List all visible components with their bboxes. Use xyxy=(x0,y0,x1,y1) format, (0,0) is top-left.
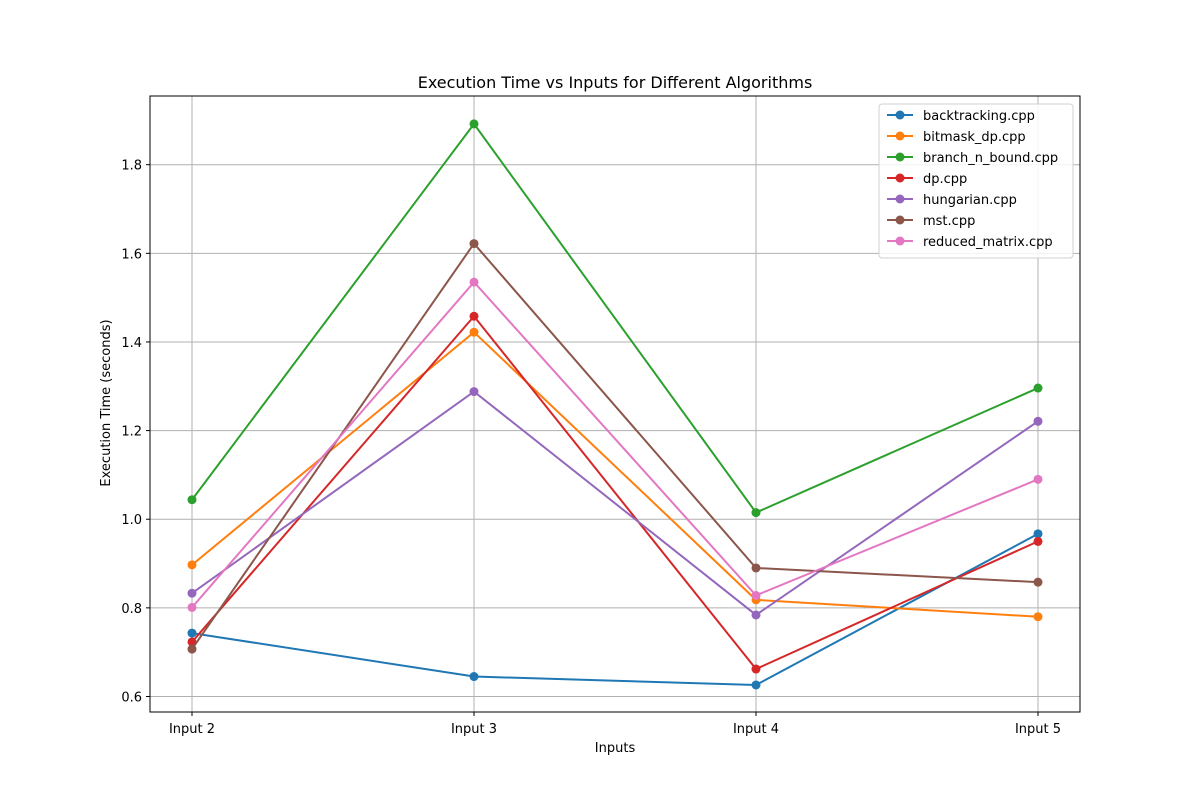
series-branch-n-bound-cpp xyxy=(187,119,1043,518)
data-point xyxy=(751,610,761,620)
y-tick-label: 1.6 xyxy=(121,247,142,262)
series-line xyxy=(191,122,1039,514)
data-point xyxy=(187,628,197,638)
data-point xyxy=(469,672,479,682)
series-reduced-matrix-cpp xyxy=(187,277,1043,612)
legend-label: bitmask_dp.cpp xyxy=(923,130,1026,145)
legend-item: dp.cpp xyxy=(887,172,967,187)
data-point xyxy=(187,644,197,654)
legend-box xyxy=(878,103,1074,259)
series-line xyxy=(191,314,1039,671)
legend-item: reduced_matrix.cpp xyxy=(887,235,1053,250)
legend-label: reduced_matrix.cpp xyxy=(923,235,1053,250)
y-tick-label: 0.6 xyxy=(121,690,142,705)
legend-item: bitmask_dp.cpp xyxy=(887,130,1026,145)
legend-label: mst.cpp xyxy=(923,214,975,229)
data-point xyxy=(469,277,479,287)
data-point xyxy=(469,119,479,129)
y-axis-label: Execution Time (seconds) xyxy=(99,319,114,486)
data-point xyxy=(1033,529,1043,539)
data-point xyxy=(187,495,197,505)
legend-label: hungarian.cpp xyxy=(923,193,1017,208)
legend-marker xyxy=(895,236,905,246)
axis-ticks: Input 2 Input 3 Input 4 Input 5 0.6 0.8 1.0 1.2… xyxy=(121,159,1061,737)
data-point xyxy=(751,680,761,690)
data-point xyxy=(187,602,197,612)
y-tick-label: 1.4 xyxy=(121,336,142,351)
data-point xyxy=(469,387,479,397)
legend: backtracking.cpp bitmask_dp.cpp branch_n_b… xyxy=(878,103,1074,259)
series-line xyxy=(191,532,1039,686)
series-group xyxy=(187,119,1043,690)
legend-item: mst.cpp xyxy=(887,214,975,229)
data-point xyxy=(751,563,761,573)
legend-marker xyxy=(895,110,905,120)
x-tick-label: Input 2 xyxy=(169,722,215,737)
series-line xyxy=(191,390,1039,617)
legend-item: backtracking.cpp xyxy=(887,109,1035,124)
series-backtracking-cpp xyxy=(187,529,1043,690)
x-tick-label: Input 3 xyxy=(451,722,497,737)
series-mst-cpp xyxy=(187,239,1043,654)
series-line xyxy=(191,241,1039,650)
data-point xyxy=(187,588,197,598)
legend-marker xyxy=(895,194,905,204)
legend-item: hungarian.cpp xyxy=(887,193,1017,208)
legend-marker xyxy=(895,173,905,183)
series-line xyxy=(191,280,1039,609)
data-point xyxy=(469,327,479,337)
series-hungarian-cpp xyxy=(187,387,1043,620)
chart-title: Execution Time vs Inputs for Different A… xyxy=(418,73,813,92)
data-point xyxy=(1033,474,1043,484)
legend-label: backtracking.cpp xyxy=(923,109,1035,124)
data-point xyxy=(469,311,479,321)
legend-label: branch_n_bound.cpp xyxy=(923,151,1058,166)
y-tick-label: 1.8 xyxy=(121,159,142,174)
data-point xyxy=(751,664,761,674)
legend-label: dp.cpp xyxy=(923,172,967,187)
data-point xyxy=(751,508,761,518)
x-tick-label: Input 4 xyxy=(733,722,779,737)
data-point xyxy=(1033,536,1043,546)
legend-marker xyxy=(895,131,905,141)
data-point xyxy=(187,560,197,570)
data-point xyxy=(1033,612,1043,622)
data-point xyxy=(469,239,479,249)
legend-marker xyxy=(895,215,905,225)
x-tick-label: Input 5 xyxy=(1015,722,1061,737)
y-tick-label: 0.8 xyxy=(121,602,142,617)
series-line xyxy=(191,330,1039,618)
y-tick-label: 1.2 xyxy=(121,425,142,440)
data-point xyxy=(1033,416,1043,426)
x-axis-label: Inputs xyxy=(595,741,636,756)
legend-item: branch_n_bound.cpp xyxy=(887,151,1058,166)
y-tick-label: 1.0 xyxy=(121,513,142,528)
data-point xyxy=(1033,577,1043,587)
data-point xyxy=(1033,383,1043,393)
data-point xyxy=(751,590,761,600)
legend-marker xyxy=(895,152,905,162)
plot-frame xyxy=(149,95,1081,713)
